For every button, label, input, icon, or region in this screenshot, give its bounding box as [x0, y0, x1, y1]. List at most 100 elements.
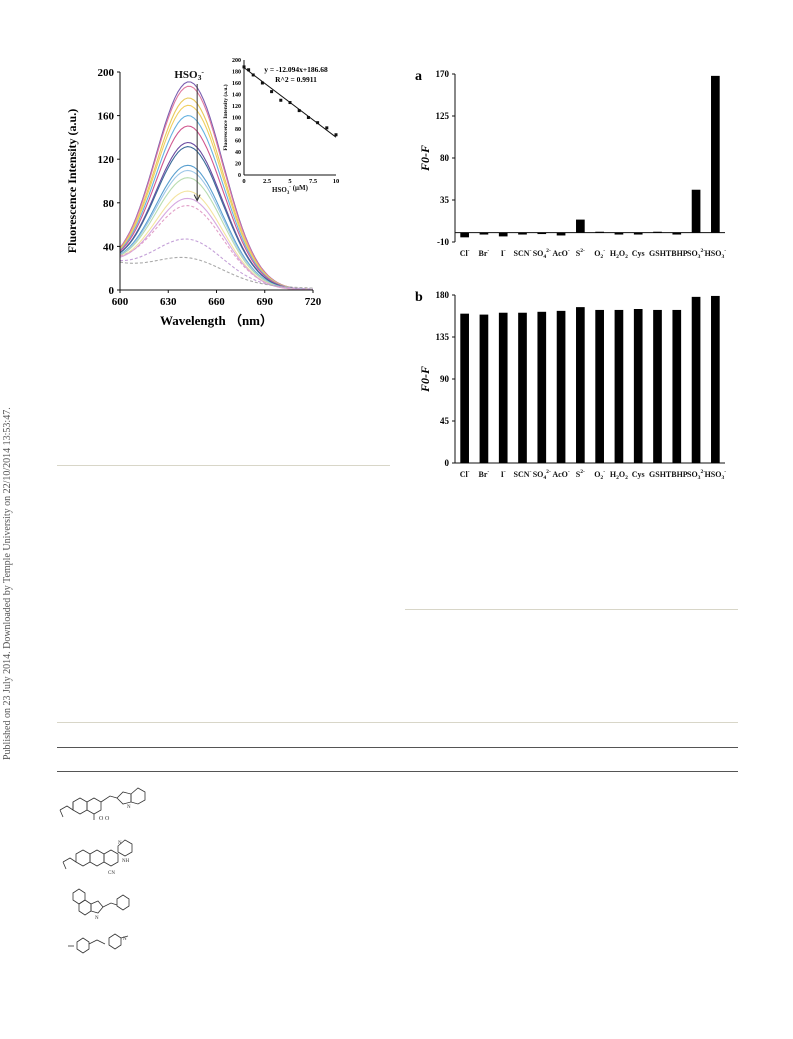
y-tick-label: 80 — [103, 198, 115, 210]
category-label: AcO- — [552, 248, 570, 258]
bar-S2- — [576, 307, 585, 463]
inset-r2: R^2 = 0.9911 — [275, 75, 317, 84]
bar-GSH — [653, 309, 662, 463]
category-label: H2O2 — [610, 249, 628, 260]
inset-point — [251, 73, 255, 77]
category-label: S2- — [576, 469, 585, 479]
left-rule — [57, 465, 390, 466]
panel-label-b: b — [415, 290, 423, 305]
y-axis-label: F0-F — [418, 366, 432, 393]
svg-text:N: N — [118, 841, 122, 846]
category-label: Cys — [632, 470, 645, 479]
inset-point — [288, 101, 292, 105]
inset-y-tick-label: 0 — [238, 173, 241, 179]
bar-H2O2 — [614, 232, 624, 235]
y-tick-label: 0 — [445, 458, 450, 468]
x-axis-label: Wavelength （nm） — [160, 313, 273, 328]
category-label: SO32- — [687, 248, 705, 260]
category-label: I- — [501, 248, 506, 258]
bar-SO32- — [691, 296, 701, 463]
inset-point — [297, 109, 301, 113]
y-tick-label: 90 — [440, 374, 450, 384]
bar-HSO3- — [711, 295, 720, 463]
category-label: Br- — [479, 248, 490, 258]
spectrum-curve — [119, 205, 313, 291]
table-body-rule — [57, 771, 738, 772]
inset-point — [260, 81, 264, 85]
inset-y-tick-label: 120 — [232, 104, 241, 110]
y-tick-label: 135 — [436, 332, 450, 342]
y-tick-label: 170 — [436, 69, 450, 79]
inset-plot: 0 20 40 60 80 100 120 140 160 180 200 0 2.5 5 7.5 10 y =… — [222, 58, 339, 196]
bar-H2O2 — [614, 309, 624, 463]
bar-TBHP — [672, 232, 682, 235]
inset-y-tick-label: 80 — [235, 127, 241, 133]
category-label: Cys — [632, 249, 645, 258]
inset-point — [270, 90, 274, 94]
inset-y-axis-label: Fluorescence Intensity (a.u.) — [222, 84, 229, 150]
category-label: SO42- — [533, 469, 551, 481]
inset-y-tick-label: 140 — [232, 93, 241, 99]
inset-y-tick-label: 100 — [232, 116, 241, 122]
bar-I- — [498, 232, 508, 237]
y-tick-label: 180 — [436, 290, 450, 300]
x-tick-label: 720 — [305, 296, 322, 308]
structure-coumarin-quinoxaline: N NH CN — [62, 839, 133, 876]
y-axis-label: Fluorescence Intensity (a.u.) — [65, 109, 79, 253]
bar-SCN- — [518, 312, 527, 463]
y-tick-label: 120 — [98, 154, 115, 166]
bar-I- — [498, 312, 508, 463]
inset-x-tick-label: 10 — [333, 178, 340, 185]
bar-plot-b: b F0-F 0 45 90 135 180 Cl- Br- I- SCN- SO42- AcO- S2-… — [415, 290, 726, 481]
category-label: SO32- — [687, 469, 705, 481]
inset-point — [279, 98, 283, 102]
bar-SO42- — [537, 311, 547, 463]
inset-y-tick-label: 40 — [235, 150, 241, 156]
inset-point — [247, 68, 251, 72]
y-tick-label: 125 — [436, 111, 450, 121]
inset-x-tick-label: 2.5 — [263, 178, 272, 185]
svg-text:CN: CN — [108, 871, 115, 876]
bar-O2- — [595, 309, 604, 463]
category-label: Cl- — [460, 248, 470, 258]
spectrum-curve — [119, 256, 314, 289]
bar-GSH — [653, 231, 662, 233]
svg-text:N: N — [123, 937, 127, 942]
inset-point — [334, 133, 338, 137]
x-tick-label: 660 — [208, 296, 225, 308]
category-label: I- — [501, 469, 506, 479]
bar-SO32- — [691, 189, 701, 233]
arrow-head — [193, 194, 201, 202]
category-label: SCN- — [514, 248, 532, 258]
right-rule — [405, 609, 738, 610]
bar-AcO- — [556, 232, 566, 236]
svg-text:O: O — [105, 816, 110, 822]
category-label: GSH — [649, 470, 667, 479]
category-label: HSO3- — [705, 469, 727, 481]
category-label: Cl- — [460, 469, 470, 479]
category-label: SCN- — [514, 469, 532, 479]
y-tick-label: 160 — [98, 111, 115, 123]
bar-chart-a: a F0-F -10 35 80 125 170 Cl- Br- I- SCN- SO42- AcO- S… — [415, 69, 726, 260]
category-label: H2O2 — [610, 470, 628, 481]
inset-x-tick-label: 5 — [288, 178, 292, 185]
category-label: GSH — [649, 249, 667, 258]
inset-point — [242, 65, 246, 69]
svg-text:O: O — [99, 816, 104, 822]
bar-Cl- — [460, 313, 469, 463]
y-tick-label: 35 — [440, 195, 450, 205]
y-tick-label: 0 — [109, 285, 115, 297]
inset-y-tick-label: 60 — [235, 139, 241, 145]
category-label: O2- — [594, 248, 605, 260]
y-axis-label: F0-F — [418, 145, 432, 172]
svg-text:N: N — [95, 916, 99, 921]
y-tick-label: 40 — [103, 241, 115, 253]
spectrum-curve — [119, 197, 313, 291]
svg-text:N: N — [127, 805, 131, 810]
structure-aminostyryl-heterocycle: N — [68, 933, 129, 954]
inset-x-axis-label: HSO3- (μM) — [272, 184, 309, 196]
inset-y-tick-label: 160 — [232, 81, 241, 87]
bar-Cys — [633, 309, 643, 463]
